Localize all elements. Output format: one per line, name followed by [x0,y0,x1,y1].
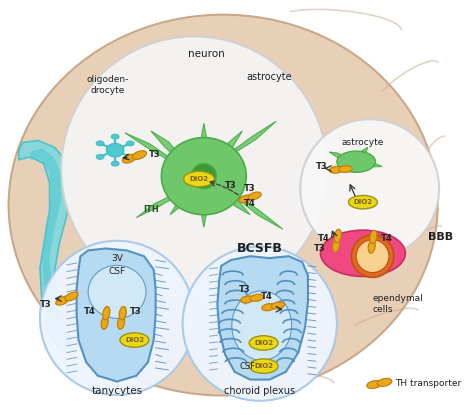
Ellipse shape [120,333,149,347]
Circle shape [61,37,327,303]
Ellipse shape [122,154,137,163]
Text: ependymal
cells: ependymal cells [373,294,423,315]
PathPatch shape [19,141,71,353]
Circle shape [40,241,194,395]
Ellipse shape [320,230,405,276]
Text: DIO2: DIO2 [254,340,273,346]
Text: astrocyte: astrocyte [342,138,384,147]
PathPatch shape [200,131,242,173]
Text: T4: T4 [318,234,329,243]
Text: BCSFB: BCSFB [237,242,283,255]
Text: CSF: CSF [239,361,255,371]
Text: choroid plexus: choroid plexus [224,386,295,396]
Ellipse shape [96,141,104,146]
Text: DIO2: DIO2 [354,199,373,205]
Ellipse shape [249,359,278,374]
PathPatch shape [199,123,207,176]
Text: ITH: ITH [143,205,159,215]
Text: T4: T4 [261,292,273,301]
Text: TH transporter: TH transporter [395,379,461,388]
Text: T4: T4 [84,307,96,316]
Ellipse shape [88,265,146,318]
Ellipse shape [103,306,110,320]
PathPatch shape [201,121,276,173]
Ellipse shape [248,192,261,200]
Ellipse shape [250,294,264,301]
Circle shape [191,164,216,189]
Ellipse shape [377,378,392,386]
Ellipse shape [339,166,352,172]
Ellipse shape [111,161,119,166]
Text: DIO2: DIO2 [125,337,144,343]
Ellipse shape [241,296,254,303]
Ellipse shape [262,304,275,311]
Text: T3: T3 [238,286,250,294]
PathPatch shape [137,179,206,217]
Ellipse shape [56,296,69,305]
PathPatch shape [77,249,155,381]
Ellipse shape [107,144,124,157]
Ellipse shape [65,292,78,301]
Ellipse shape [333,239,339,252]
PathPatch shape [218,256,308,380]
PathPatch shape [206,173,283,229]
PathPatch shape [357,159,382,167]
Circle shape [356,240,389,273]
Text: BBB: BBB [428,232,453,242]
PathPatch shape [125,133,202,180]
Ellipse shape [329,166,343,173]
Ellipse shape [127,141,134,146]
Text: neuron: neuron [188,49,225,59]
PathPatch shape [151,131,201,180]
Circle shape [351,235,394,277]
Text: DIO2: DIO2 [190,176,209,182]
Text: oligoden-
drocyte: oligoden- drocyte [86,75,128,95]
Ellipse shape [249,336,278,350]
Ellipse shape [111,134,119,139]
Text: T3: T3 [40,300,52,309]
Text: T3: T3 [244,184,256,193]
Text: T3: T3 [149,151,161,159]
Ellipse shape [96,154,104,159]
Ellipse shape [118,316,125,330]
Ellipse shape [368,240,375,253]
Ellipse shape [127,154,134,159]
Circle shape [300,119,439,258]
Ellipse shape [9,15,438,395]
Ellipse shape [348,195,377,209]
PathPatch shape [30,148,61,343]
Ellipse shape [271,302,285,309]
PathPatch shape [201,176,209,227]
Ellipse shape [370,230,377,244]
PathPatch shape [329,152,355,165]
PathPatch shape [354,147,368,160]
Text: DIO2: DIO2 [254,363,273,369]
Text: 3V: 3V [111,254,123,263]
PathPatch shape [207,172,250,215]
Text: T3: T3 [316,162,327,171]
Ellipse shape [232,291,292,360]
Text: tanycytes: tanycytes [91,386,143,396]
Text: T4: T4 [244,199,256,208]
Ellipse shape [337,151,375,172]
Ellipse shape [239,195,252,203]
Text: T3: T3 [225,181,237,190]
Text: T3: T3 [129,307,141,316]
Text: CSF: CSF [109,267,126,276]
Ellipse shape [367,381,382,388]
Text: astrocyte: astrocyte [246,72,292,82]
Ellipse shape [162,138,246,215]
PathPatch shape [170,179,208,215]
Ellipse shape [119,306,126,320]
Text: T3: T3 [314,244,325,253]
Ellipse shape [132,151,146,159]
Ellipse shape [101,316,108,330]
Ellipse shape [183,171,214,187]
Ellipse shape [334,229,341,243]
Text: T4: T4 [381,234,393,243]
Circle shape [182,247,337,401]
